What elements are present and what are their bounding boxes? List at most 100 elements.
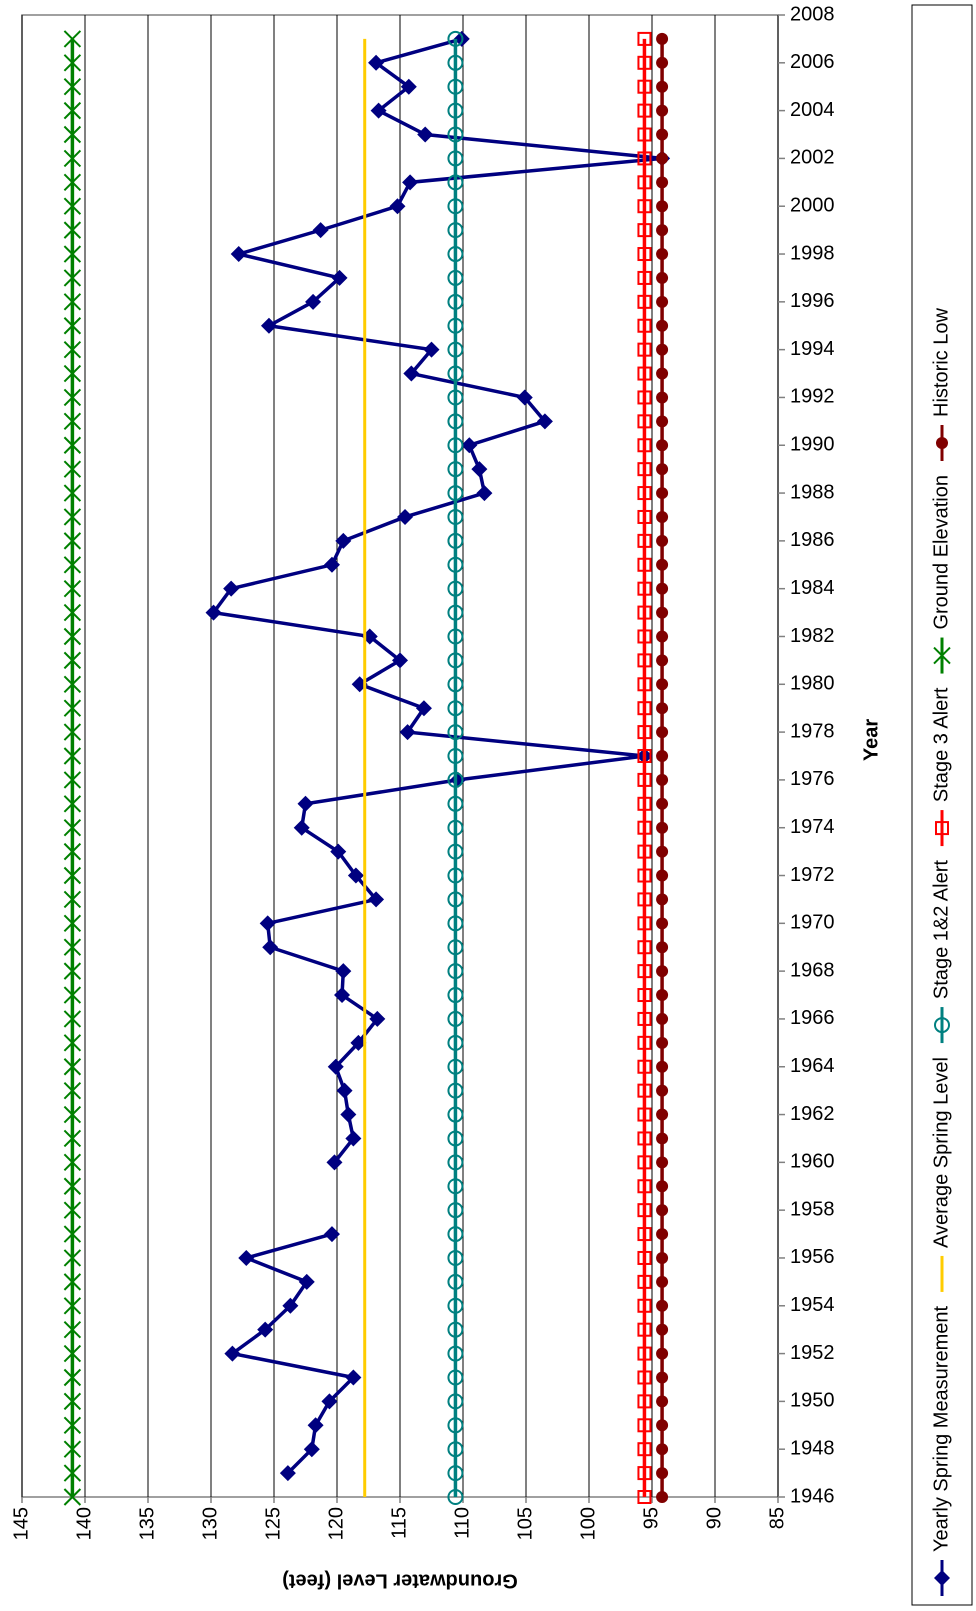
y-axis-title: Groundwater Level (feet) <box>282 1570 518 1592</box>
legend-item: Stage 1&2 Alert <box>930 860 952 1044</box>
marker <box>63 1177 82 1195</box>
marker <box>326 1154 343 1171</box>
marker <box>516 389 533 406</box>
marker <box>259 915 276 932</box>
marker <box>63 699 82 717</box>
marker <box>656 606 669 619</box>
marker <box>331 269 348 286</box>
marker <box>447 724 464 741</box>
marker <box>656 558 669 571</box>
marker <box>656 415 669 428</box>
legend-item: Yearly Spring Measurement <box>930 1306 952 1596</box>
marker <box>656 654 669 667</box>
y-tick-label: 115 <box>388 1507 410 1539</box>
marker <box>447 1345 464 1362</box>
marker <box>230 246 247 263</box>
marker <box>656 893 669 906</box>
marker <box>303 1441 320 1458</box>
marker <box>345 1130 362 1147</box>
marker <box>63 1392 82 1411</box>
marker <box>336 1082 353 1099</box>
marker <box>447 174 464 191</box>
x-tick-label: 1990 <box>790 434 835 456</box>
y-tick-label: 105 <box>514 1507 536 1540</box>
marker <box>447 1489 464 1505</box>
marker <box>63 1010 82 1028</box>
marker <box>637 1490 652 1504</box>
marker <box>447 102 464 119</box>
x-tick-label: 1958 <box>790 1198 835 1220</box>
marker <box>447 126 464 143</box>
marker <box>63 269 82 287</box>
marker <box>63 986 82 1004</box>
marker <box>447 843 464 860</box>
marker <box>637 892 652 907</box>
marker <box>63 484 82 502</box>
marker <box>305 293 322 310</box>
marker <box>447 676 464 693</box>
marker <box>656 1371 669 1384</box>
marker <box>656 200 669 213</box>
marker <box>63 795 82 813</box>
marker <box>934 1570 950 1586</box>
marker <box>656 295 669 308</box>
marker <box>656 845 669 858</box>
marker <box>656 1347 669 1360</box>
marker <box>656 1419 669 1432</box>
series <box>205 30 671 1482</box>
series <box>63 30 82 1506</box>
y-tick-label: 95 <box>640 1507 662 1529</box>
y-tick-label: 145 <box>10 1507 32 1540</box>
x-tick-label: 1976 <box>790 768 835 790</box>
marker <box>656 750 669 762</box>
legend-label: Historic Low <box>930 308 952 417</box>
legend-item: Stage 3 Alert <box>930 687 952 847</box>
x-tick-label: 1972 <box>790 864 835 886</box>
marker <box>63 1058 82 1076</box>
marker <box>637 1155 652 1170</box>
marker <box>637 462 652 477</box>
marker <box>63 149 82 168</box>
marker <box>637 175 652 190</box>
marker <box>935 821 949 836</box>
legend-item: Ground Elevation <box>930 475 952 674</box>
x-tick-label: 1960 <box>790 1151 835 1173</box>
marker <box>656 534 669 547</box>
marker <box>400 78 417 95</box>
marker <box>63 78 82 96</box>
marker <box>282 1297 299 1314</box>
marker <box>656 1036 669 1049</box>
marker <box>340 1106 357 1123</box>
marker <box>63 1105 82 1124</box>
marker <box>447 1369 464 1386</box>
marker <box>63 436 82 454</box>
marker <box>656 104 669 117</box>
marker <box>447 1034 464 1051</box>
marker <box>447 317 464 334</box>
marker <box>447 389 464 406</box>
marker <box>447 1273 464 1290</box>
marker <box>656 1108 669 1121</box>
marker <box>637 796 652 811</box>
legend-item: Historic Low <box>930 308 952 461</box>
marker <box>637 820 652 835</box>
y-tick-label: 130 <box>199 1507 221 1540</box>
marker <box>205 604 222 621</box>
marker <box>447 1417 464 1434</box>
marker <box>447 915 464 932</box>
marker <box>637 55 652 70</box>
marker <box>656 1156 669 1169</box>
marker <box>63 1368 82 1387</box>
marker <box>63 197 82 215</box>
marker <box>656 773 669 786</box>
series <box>637 31 652 1504</box>
marker <box>637 1011 652 1026</box>
x-tick-label: 1992 <box>790 386 835 408</box>
marker <box>637 1083 652 1098</box>
x-tick-label: 1950 <box>790 1390 835 1412</box>
marker <box>656 1204 669 1217</box>
marker <box>447 771 464 788</box>
marker <box>447 1249 464 1266</box>
marker <box>637 725 652 740</box>
